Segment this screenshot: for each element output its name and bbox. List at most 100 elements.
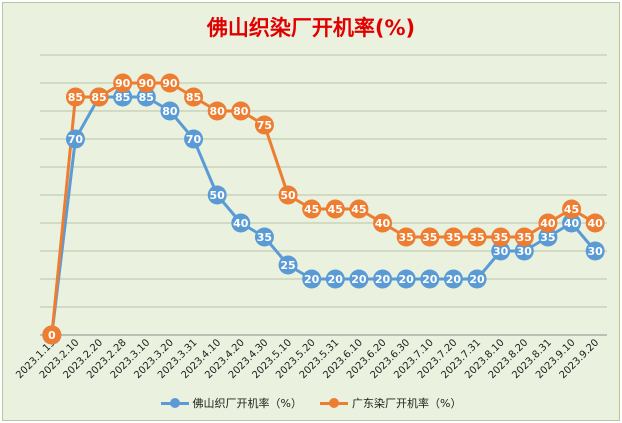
data-point-series-2	[514, 227, 534, 247]
data-label-series-1: 30	[588, 245, 604, 258]
data-point-series-1	[396, 269, 416, 289]
data-label-series-2: 45	[304, 203, 319, 216]
data-point-series-2	[278, 185, 298, 205]
data-point-series-1	[65, 129, 85, 149]
chart-title: 佛山织染厂开机率(%)	[206, 16, 416, 40]
data-label-series-1: 20	[446, 273, 462, 286]
data-point-series-2	[184, 87, 204, 107]
data-point-series-2	[373, 213, 393, 233]
data-label-series-2: 75	[257, 119, 272, 132]
data-point-series-2	[160, 73, 180, 93]
data-label-series-2: 85	[91, 91, 106, 104]
data-label-series-2: 35	[422, 231, 437, 244]
data-label-series-1: 70	[186, 133, 202, 146]
data-label-series-2: 90	[115, 77, 131, 90]
data-point-series-2	[420, 227, 440, 247]
data-label-series-2: 0	[48, 329, 56, 342]
data-label-series-1: 85	[115, 91, 130, 104]
data-point-series-1	[160, 101, 180, 121]
data-point-series-1	[585, 241, 605, 261]
data-label-series-1: 20	[375, 273, 391, 286]
series-line-2	[50, 81, 596, 336]
data-label-series-2: 45	[564, 203, 579, 216]
data-point-series-2	[42, 325, 62, 345]
data-point-series-1	[278, 255, 298, 275]
data-label-series-1: 40	[233, 217, 249, 230]
data-label-series-1: 30	[517, 245, 533, 258]
data-label-series-2: 35	[493, 231, 508, 244]
data-label-series-2: 80	[233, 105, 249, 118]
data-point-series-1	[136, 87, 156, 107]
data-point-series-2	[443, 227, 463, 247]
data-label-series-1: 30	[493, 245, 509, 258]
data-point-series-2	[113, 73, 133, 93]
data-label-series-2: 45	[351, 203, 366, 216]
data-point-series-1	[562, 213, 582, 233]
data-point-series-2	[254, 115, 274, 135]
legend-marker-series-2	[320, 398, 348, 408]
data-point-series-2	[207, 101, 227, 121]
data-point-series-1	[113, 87, 133, 107]
data-label-series-1: 80	[162, 105, 178, 118]
data-label-series-1: 20	[304, 273, 320, 286]
data-point-series-2	[467, 227, 487, 247]
data-label-series-1: 20	[422, 273, 438, 286]
data-point-series-2	[65, 87, 85, 107]
data-label-series-2: 40	[540, 217, 556, 230]
legend: 佛山织厂开机率（%） 广东染厂开机率（%）	[0, 395, 622, 411]
data-label-series-2: 90	[139, 77, 155, 90]
data-point-series-2	[231, 101, 251, 121]
data-label-series-1: 50	[210, 189, 226, 202]
data-label-series-2: 35	[469, 231, 484, 244]
data-point-series-1	[184, 129, 204, 149]
data-label-series-2: 50	[280, 189, 296, 202]
data-label-series-1: 40	[564, 217, 580, 230]
data-point-series-1	[514, 241, 534, 261]
data-label-series-2: 80	[210, 105, 226, 118]
data-point-series-2	[538, 213, 558, 233]
data-point-series-2	[302, 199, 322, 219]
data-point-series-1	[443, 269, 463, 289]
data-point-series-2	[396, 227, 416, 247]
data-point-series-1	[207, 185, 227, 205]
data-label-series-2: 85	[68, 91, 83, 104]
data-label-series-2: 40	[375, 217, 391, 230]
data-point-series-1	[538, 227, 558, 247]
data-point-series-1	[349, 269, 369, 289]
data-point-series-2	[89, 87, 109, 107]
data-point-series-1	[231, 213, 251, 233]
data-point-series-2	[349, 199, 369, 219]
data-point-series-1	[467, 269, 487, 289]
data-label-series-1: 35	[540, 231, 555, 244]
legend-label-series-1: 佛山织厂开机率（%）	[192, 397, 302, 410]
data-label-series-2: 90	[162, 77, 178, 90]
data-point-series-1	[491, 241, 511, 261]
data-label-series-2: 45	[328, 203, 343, 216]
legend-item-series-2: 广东染厂开机率（%）	[320, 395, 461, 411]
data-point-series-2	[325, 199, 345, 219]
data-label-series-2: 85	[186, 91, 201, 104]
legend-marker-series-1	[160, 398, 189, 408]
data-label-series-1: 20	[351, 273, 367, 286]
data-label-series-1: 85	[139, 91, 154, 104]
data-label-series-1: 20	[399, 273, 415, 286]
data-label-series-1: 70	[68, 133, 84, 146]
series-line-1	[50, 95, 597, 336]
legend-label-series-2: 广东染厂开机率（%）	[352, 397, 462, 410]
data-point-series-1	[302, 269, 322, 289]
data-label-series-2: 35	[446, 231, 461, 244]
data-label-series-2: 35	[399, 231, 414, 244]
data-point-series-2	[136, 73, 156, 93]
data-point-series-1	[373, 269, 393, 289]
data-label-series-1: 25	[280, 259, 295, 272]
data-label-series-2: 40	[588, 217, 604, 230]
data-point-series-2	[585, 213, 605, 233]
data-point-series-2	[491, 227, 511, 247]
data-point-series-2	[562, 199, 582, 219]
data-label-series-1: 20	[328, 273, 344, 286]
data-point-series-1	[325, 269, 345, 289]
data-point-series-1	[254, 227, 274, 247]
data-label-series-1: 35	[257, 231, 272, 244]
data-label-series-1: 20	[469, 273, 485, 286]
